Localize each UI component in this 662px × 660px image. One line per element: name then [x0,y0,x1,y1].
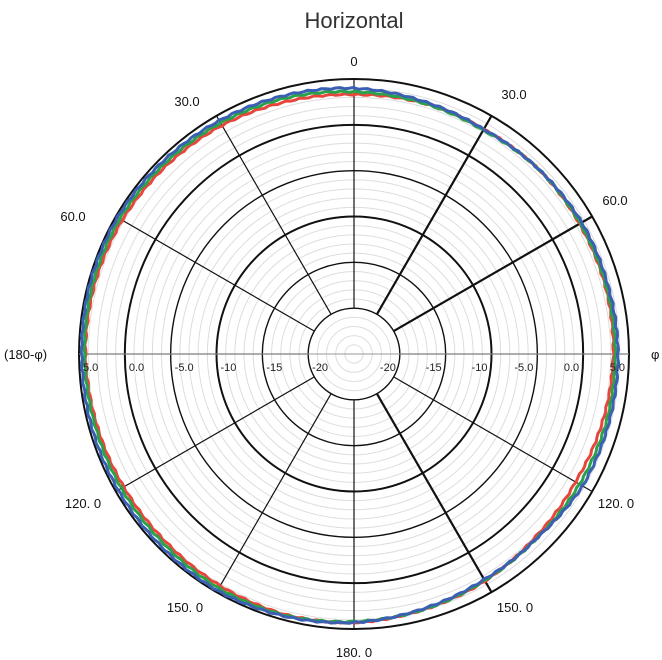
radial-tick-label-left: 5.0 [83,362,98,374]
angle-label-lower-right-150: 150. 0 [497,600,533,615]
angle-label-right: φ [651,347,659,362]
angle-label-lower-left-150: 150. 0 [167,600,203,615]
spoke-line [115,376,315,493]
series-line [79,85,621,625]
angle-label-upper-left-60: 60.0 [60,209,85,224]
radial-tick-label-right: -10 [472,362,488,374]
angle-label-lower-right-120: 120. 0 [598,496,634,511]
spoke-line [115,215,315,332]
radial-tick-label-right: 0.0 [564,362,579,374]
radial-tick-label-left: -15 [266,362,282,374]
angle-label-upper-left-30: 30.0 [174,94,199,109]
angle-label-left: (180-φ) [4,347,47,362]
chart-title: Horizontal [304,8,404,33]
angle-label-bottom: 180. 0 [336,645,372,660]
angle-label-top: 0 [350,54,357,69]
angle-label-lower-left-120: 120. 0 [65,496,101,511]
series-layer [79,85,621,625]
radial-tick-label-right: -15 [426,362,442,374]
spoke-line [393,376,593,493]
radial-tick-label-left: -20 [312,362,328,374]
angle-label-upper-right-60: 60.0 [602,193,627,208]
radial-tick-label-right: 5.0 [610,362,625,374]
spoke-line [375,393,493,593]
angular-labels: 0 180. 0 (180-φ) φ 30.0 60.0 30.0 60.0 120. 0 150… [4,54,659,660]
radial-tick-label-left: -5.0 [175,362,194,374]
spoke-line [393,215,593,333]
radial-tick-label-left: -10 [221,362,237,374]
radial-tick-label-right: -20 [380,362,396,374]
radial-tick-labels: -20 -20 -15 -15 -10 -10 -5.0 -5.0 0.0 0.0 5.0 5.0 [83,362,625,374]
spoke-line [215,115,332,315]
spoke-line [375,115,493,315]
radial-tick-label-left: 0.0 [129,362,144,374]
angle-label-upper-right-30: 30.0 [501,87,526,102]
polar-spokes [79,79,629,629]
spoke-line [215,393,332,593]
radial-tick-label-right: -5.0 [514,362,533,374]
